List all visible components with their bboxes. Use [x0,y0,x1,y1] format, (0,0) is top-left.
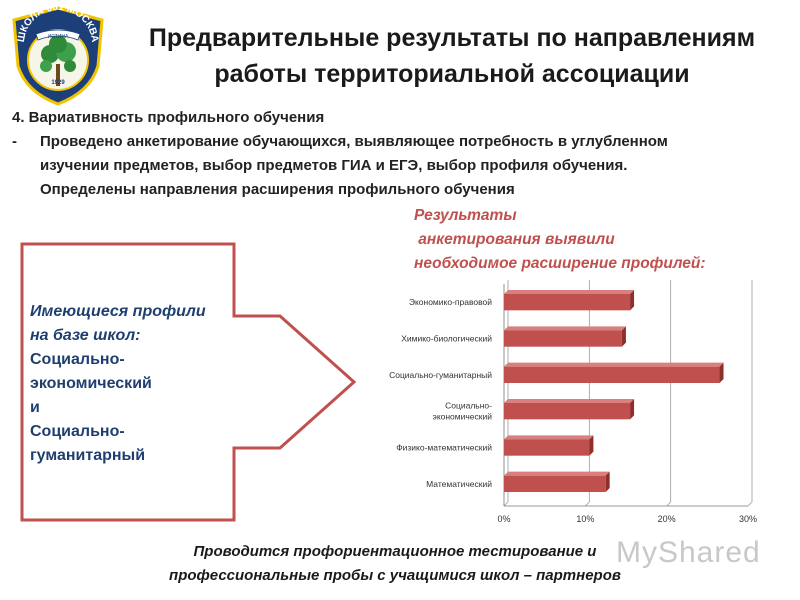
profile-expansion-bar-chart: 0% 10% 20% 30% Экономико-правовой Химико-биол… [389,280,757,524]
section-text: 4. Вариативность профильного обучения - … [12,106,792,202]
footer-text: Проводится профориентационное тестирован… [110,540,680,588]
watermark-logo: MyShared [616,536,761,569]
bullet-marker: - [12,133,17,150]
bar-2 [504,362,724,384]
profiles-line-7: гуманитарный [30,447,146,464]
profiles-line-6: Социально- [30,423,125,440]
profiles-line-4: экономический [30,375,152,392]
category-label-2: Социально-гуманитарный [389,370,492,380]
footer-line-2: профессиональные пробы с учащимися школ … [169,567,621,584]
profiles-line-1: Имеющиеся профили [30,303,206,320]
x-tick-label-3: 30% [739,514,757,524]
arrow-outline [20,242,357,522]
bar-1 [504,326,626,347]
x-tick-label-0: 0% [497,514,510,524]
category-label-3: Социально-экономический [432,401,492,422]
gridline-foot-2 [666,501,671,507]
bullet-item: - Проведено анкетирование обучающихся, в… [12,130,792,202]
bar-3 [504,398,635,420]
bullet-line-2: изучении предметов, выбор предметов ГИА … [40,157,628,174]
results-line-3: необходимое расширение профилей: [414,255,706,272]
existing-profiles-text: Имеющиеся профили на базе школ: Социальн… [30,300,230,468]
bar-0 [504,289,635,311]
category-label-4: Физико-математический [396,443,492,453]
category-label-0: Экономико-правовой [409,297,492,307]
bar-5 [504,471,610,493]
results-line-1: Результаты [414,207,517,224]
profiles-line-5: и [30,399,40,416]
footer-line-1: Проводится профориентационное тестирован… [193,543,597,560]
school-logo: ШКОЛА 661 МОСКВА ИСТИНА 1929 [12,4,104,106]
bar-4 [504,435,594,456]
category-label-1: Химико-биологический [401,334,492,344]
gridline-foot-1 [585,501,590,507]
arrow-shape [20,242,357,522]
title-line-2: работы территориальной ассоциации [214,60,690,88]
x-tick-label-2: 20% [658,514,676,524]
gridline-foot-0 [503,501,509,507]
gridline-foot-3 [747,501,753,507]
profiles-line-2: на базе школ: [30,327,141,344]
profiles-line-3: Социально- [30,351,125,368]
logo-year: 1929 [51,80,65,86]
bullet-line-1: Проведено анкетирование обучающихся, выя… [40,133,668,150]
tree-icon [40,35,76,86]
category-label-5: Математический [426,479,492,489]
section-heading: 4. Вариативность профильного обучения [12,109,325,126]
results-note: Результаты анкетирования выявили необход… [414,204,774,276]
logo-ribbon-text: ИСТИНА [48,34,69,40]
title-line-1: Предварительные результаты по направлени… [148,24,756,52]
results-line-2: анкетирования выявили [414,231,615,248]
x-tick-label-1: 10% [576,514,594,524]
page-title: Предварительные результаты по направлени… [112,20,792,92]
bullet-line-3: Определены направления расширения профил… [40,181,515,198]
